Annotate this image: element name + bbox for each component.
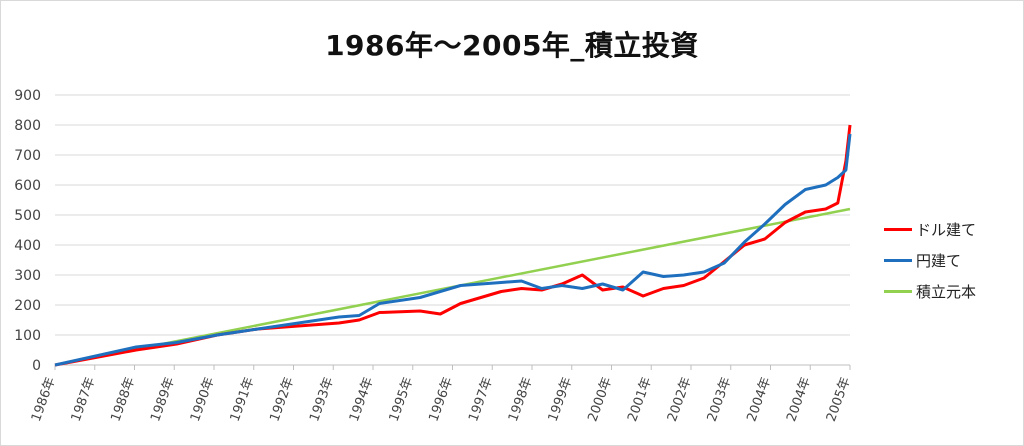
y-tick-label: 600 <box>14 178 41 194</box>
x-tick-label: 1991年 <box>228 375 258 423</box>
x-tick-label: 1992年 <box>267 375 297 423</box>
x-tick-label: 2005年 <box>824 375 854 423</box>
y-tick-label: 200 <box>14 298 41 314</box>
legend: ドル建て 円建て 積立元本 <box>884 214 976 307</box>
x-tick-label: 1987年 <box>69 375 99 423</box>
legend-item-dollar: ドル建て <box>884 214 976 245</box>
x-tick-label: 2003年 <box>705 375 735 423</box>
x-tick-label: 1999年 <box>546 375 576 423</box>
x-tick-label: 1994年 <box>347 375 377 423</box>
y-tick-label: 300 <box>14 268 41 284</box>
x-tick-label: 1996年 <box>426 375 456 423</box>
legend-swatch-dollar <box>884 228 912 231</box>
chart-title: 1986年～2005年_積立投資 <box>325 29 699 62</box>
x-tick-label: 2002年 <box>665 375 695 423</box>
legend-item-yen: 円建て <box>884 245 976 276</box>
legend-swatch-principal <box>884 290 912 293</box>
series-line-1 <box>54 133 852 367</box>
legend-swatch-yen <box>884 259 912 262</box>
x-tick-label: 1993年 <box>307 375 337 423</box>
y-tick-label: 700 <box>14 148 41 164</box>
y-tick-label: 500 <box>14 208 41 224</box>
y-tick-label: 100 <box>14 328 41 344</box>
x-tick-label: 2001年 <box>625 375 655 423</box>
legend-label-yen: 円建て <box>916 252 962 270</box>
y-tick-label: 900 <box>14 88 41 104</box>
x-tick-label: 2004年 <box>784 375 814 423</box>
legend-label-dollar: ドル建て <box>916 221 977 239</box>
x-tick-label: 1990年 <box>188 375 218 423</box>
x-tick-label: 2000年 <box>585 375 615 423</box>
y-tick-label: 800 <box>14 118 41 134</box>
x-tick-label: 1988年 <box>108 375 138 423</box>
x-tick-label: 1989年 <box>148 375 178 423</box>
legend-item-principal: 積立元本 <box>884 276 976 307</box>
x-tick-label: 1986年 <box>29 375 59 423</box>
x-tick-label: 2004年 <box>744 375 774 423</box>
x-tick-label: 1997年 <box>466 375 496 423</box>
y-tick-label: 0 <box>32 358 41 374</box>
y-tick-label: 400 <box>14 238 41 254</box>
x-tick-label: 1998年 <box>506 375 536 423</box>
legend-label-principal: 積立元本 <box>916 283 977 301</box>
x-tick-label: 1995年 <box>387 375 417 423</box>
